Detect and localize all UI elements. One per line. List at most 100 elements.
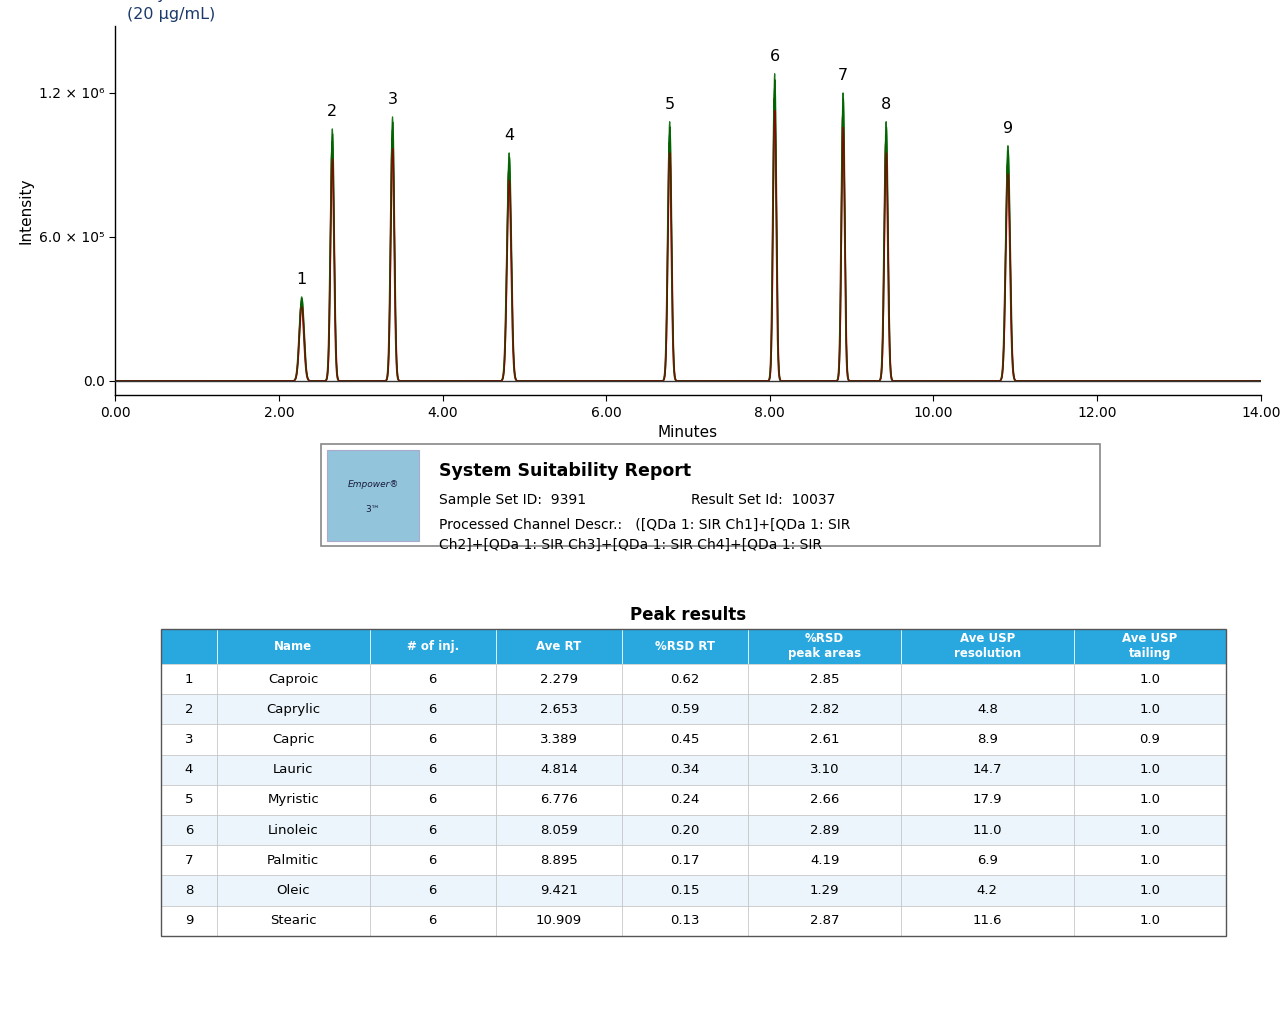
Bar xyxy=(1074,628,1226,664)
Bar xyxy=(370,785,495,815)
Bar xyxy=(495,875,622,906)
Bar xyxy=(622,875,749,906)
Bar xyxy=(622,664,749,694)
Bar xyxy=(161,815,216,846)
Bar xyxy=(749,664,901,694)
Text: 1.0: 1.0 xyxy=(1139,914,1161,928)
Text: 14.7: 14.7 xyxy=(973,764,1002,776)
Text: 6: 6 xyxy=(429,764,436,776)
Text: 6: 6 xyxy=(429,824,436,836)
Text: 0.59: 0.59 xyxy=(671,703,700,715)
Bar xyxy=(161,875,216,906)
Text: 8.059: 8.059 xyxy=(540,824,577,836)
Bar xyxy=(495,694,622,725)
Text: 17.9: 17.9 xyxy=(973,793,1002,807)
Bar xyxy=(495,664,622,694)
Bar xyxy=(216,906,370,936)
Bar xyxy=(901,725,1074,754)
Text: 2: 2 xyxy=(328,105,338,119)
Text: 3.389: 3.389 xyxy=(540,733,577,746)
Text: 11.0: 11.0 xyxy=(973,824,1002,836)
Text: # of inj.: # of inj. xyxy=(407,640,458,653)
Bar xyxy=(901,694,1074,725)
Text: Ave RT: Ave RT xyxy=(536,640,581,653)
Bar xyxy=(622,785,749,815)
Bar xyxy=(749,875,901,906)
Text: 6: 6 xyxy=(429,793,436,807)
Text: 4.19: 4.19 xyxy=(810,854,840,867)
Text: 6.9: 6.9 xyxy=(977,854,997,867)
Bar xyxy=(495,628,622,664)
Text: 5: 5 xyxy=(184,793,193,807)
Bar xyxy=(622,906,749,936)
Bar xyxy=(161,725,216,754)
Bar xyxy=(901,628,1074,664)
Text: Peak results: Peak results xyxy=(630,606,746,624)
Text: 2.82: 2.82 xyxy=(810,703,840,715)
Text: 6.776: 6.776 xyxy=(540,793,577,807)
Bar xyxy=(1074,664,1226,694)
Text: 1.0: 1.0 xyxy=(1139,703,1161,715)
Text: 2: 2 xyxy=(184,703,193,715)
Text: 0.34: 0.34 xyxy=(671,764,700,776)
Text: 0.9: 0.9 xyxy=(1139,733,1161,746)
Text: %RSD RT: %RSD RT xyxy=(655,640,716,653)
Bar xyxy=(161,754,216,785)
Text: 9: 9 xyxy=(1002,121,1012,136)
Bar xyxy=(749,754,901,785)
Bar xyxy=(901,754,1074,785)
Bar xyxy=(1074,875,1226,906)
Bar xyxy=(370,815,495,846)
Bar xyxy=(1074,694,1226,725)
Text: 1.0: 1.0 xyxy=(1139,854,1161,867)
Bar xyxy=(495,815,622,846)
Text: Empower®: Empower® xyxy=(347,480,398,489)
Bar xyxy=(495,846,622,875)
Bar xyxy=(370,754,495,785)
Text: 2.279: 2.279 xyxy=(540,672,577,686)
Bar xyxy=(1074,754,1226,785)
Text: Lauric: Lauric xyxy=(273,764,314,776)
Bar xyxy=(749,694,901,725)
Bar xyxy=(216,846,370,875)
Text: 0.24: 0.24 xyxy=(671,793,700,807)
Text: 4: 4 xyxy=(184,764,193,776)
Bar xyxy=(901,815,1074,846)
Text: 6: 6 xyxy=(429,914,436,928)
Text: 8: 8 xyxy=(881,97,891,112)
Bar xyxy=(901,785,1074,815)
Bar xyxy=(749,628,901,664)
Bar xyxy=(495,906,622,936)
Text: 0.62: 0.62 xyxy=(671,672,700,686)
Text: 0.17: 0.17 xyxy=(671,854,700,867)
Text: 1: 1 xyxy=(184,672,193,686)
Bar xyxy=(901,875,1074,906)
Bar xyxy=(1074,725,1226,754)
Bar xyxy=(901,664,1074,694)
Text: 6: 6 xyxy=(429,672,436,686)
Bar xyxy=(622,725,749,754)
Text: 2.66: 2.66 xyxy=(810,793,840,807)
Bar xyxy=(495,725,622,754)
Bar xyxy=(161,628,216,664)
Text: 6: 6 xyxy=(429,703,436,715)
Text: 9: 9 xyxy=(184,914,193,928)
Text: Stearic: Stearic xyxy=(270,914,316,928)
Text: 8: 8 xyxy=(184,885,193,897)
Bar xyxy=(495,754,622,785)
Text: Ave USP
tailing: Ave USP tailing xyxy=(1123,632,1178,660)
Text: 2.653: 2.653 xyxy=(540,703,577,715)
Text: 4: 4 xyxy=(504,128,515,144)
Bar xyxy=(216,875,370,906)
Text: Result Set Id:  10037: Result Set Id: 10037 xyxy=(691,493,836,507)
Bar xyxy=(161,906,216,936)
Text: Caprylic: Caprylic xyxy=(266,703,320,715)
Bar xyxy=(216,664,370,694)
Text: 1: 1 xyxy=(297,273,307,287)
Bar xyxy=(161,785,216,815)
Text: 4.8: 4.8 xyxy=(977,703,997,715)
Text: 2.87: 2.87 xyxy=(810,914,840,928)
Bar xyxy=(216,754,370,785)
Bar xyxy=(1074,846,1226,875)
Text: Caproic: Caproic xyxy=(268,672,319,686)
